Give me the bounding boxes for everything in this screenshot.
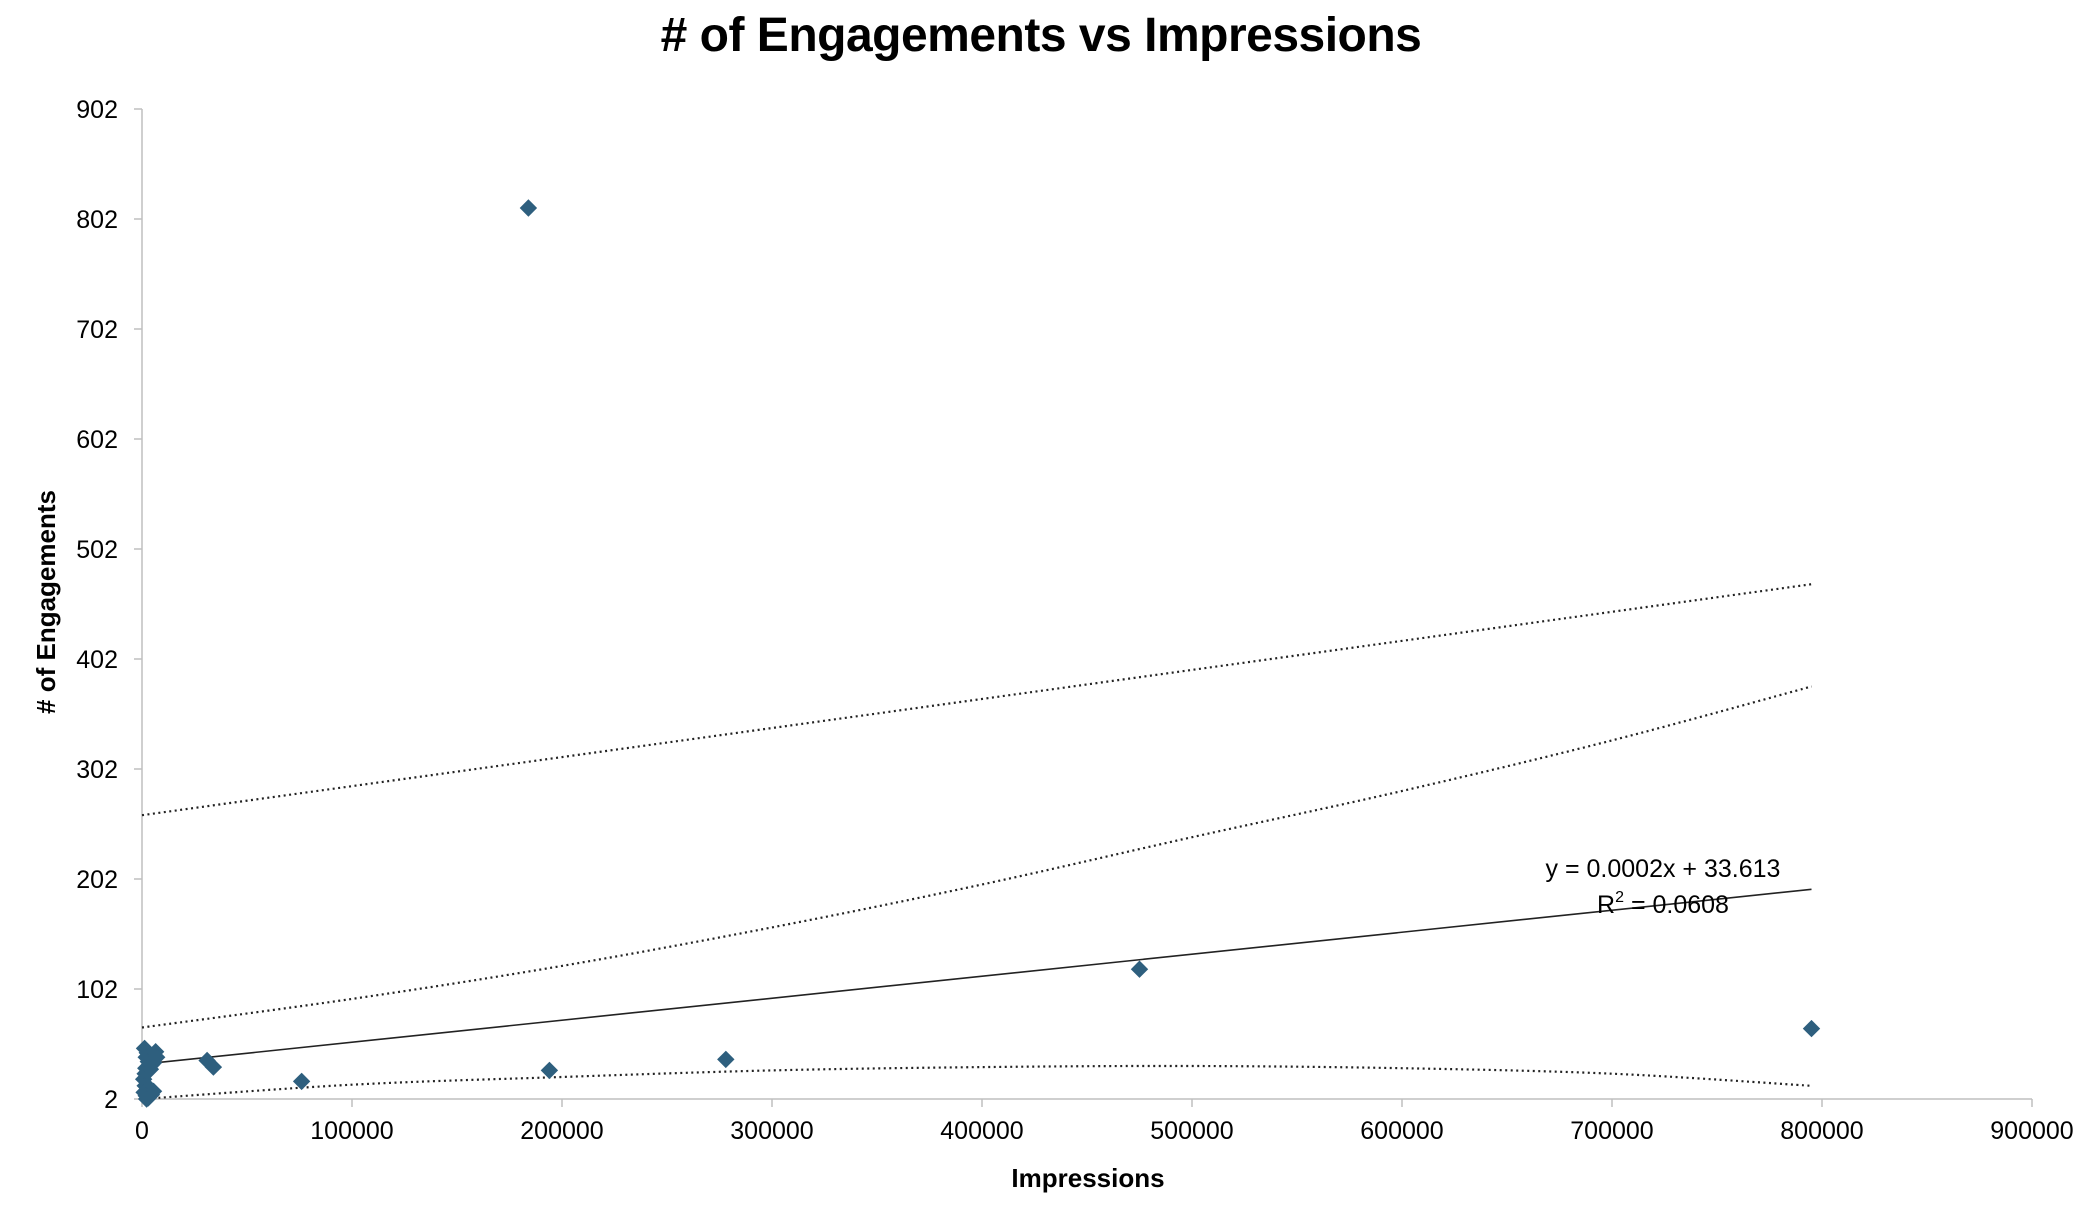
r2-prefix: R (1597, 891, 1615, 919)
y-tick-label: 802 (76, 206, 118, 234)
y-tick-label: 102 (76, 976, 118, 1004)
x-tick-label: 400000 (940, 1117, 1023, 1145)
axis-labels-layer: Impressions # of Engagements y = 0.0002x… (31, 490, 1780, 1193)
data-point (519, 199, 538, 217)
x-tick-label: 100000 (310, 1117, 393, 1145)
axes-layer: 2 102 202 302 402 502 602 702 802 902 0 100000 20000… (76, 96, 2073, 1145)
y-tick-label: 2 (104, 1086, 118, 1114)
x-tick-label: 500000 (1150, 1117, 1233, 1145)
x-axis-title: Impressions (1011, 1163, 1164, 1193)
x-tick-label: 300000 (730, 1117, 813, 1145)
x-tick-label: 700000 (1570, 1117, 1653, 1145)
linear-trendline (141, 888, 1812, 1066)
data-point (540, 1061, 559, 1080)
chart-title: # of Engagements vs Impressions (660, 9, 1422, 62)
x-tick-label: 900000 (1990, 1117, 2073, 1145)
trendline-r-squared: R2 = 0.0608 (1597, 889, 1729, 919)
data-point (717, 1050, 735, 1069)
data-point (204, 1058, 223, 1076)
confidence-band-lower (141, 1064, 1812, 1101)
data-point (1802, 1019, 1821, 1038)
data-point (292, 1072, 311, 1091)
y-axis-title: # of Engagements (31, 490, 61, 714)
y-tick-label: 702 (76, 316, 118, 344)
x-tick-label: 800000 (1780, 1117, 1863, 1145)
data-points-layer (134, 199, 1821, 1108)
y-tick-label: 402 (76, 646, 118, 674)
trendline-equation: y = 0.0002x + 33.613 (1546, 855, 1781, 883)
trendline-layer (141, 888, 1812, 1066)
data-point (147, 1048, 166, 1066)
y-tick-label: 602 (76, 426, 118, 454)
confidence-bands-layer (141, 583, 1812, 1101)
data-point (137, 1090, 156, 1108)
r2-value: = 0.0608 (1624, 891, 1729, 919)
y-tick-label: 902 (76, 96, 118, 124)
y-tick-label: 302 (76, 756, 118, 784)
data-point (1130, 960, 1149, 978)
x-tick-label: 0 (135, 1117, 149, 1145)
x-tick-label: 200000 (520, 1117, 603, 1145)
y-tick-label: 502 (76, 536, 118, 564)
x-tick-label: 600000 (1360, 1117, 1443, 1145)
y-tick-label: 202 (76, 866, 118, 894)
r2-superscript: 2 (1615, 889, 1624, 906)
confidence-band-upper-outer (141, 583, 1812, 817)
